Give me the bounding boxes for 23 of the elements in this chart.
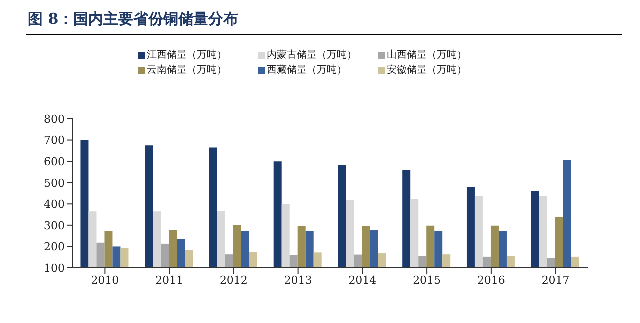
y-tick-label: 100	[44, 262, 65, 275]
x-tick-label: 2015	[413, 274, 442, 287]
chart-title: 图 8：国内主要省份铜储量分布	[28, 10, 239, 29]
y-tick-label: 400	[44, 198, 65, 212]
x-tick-label: 2012	[220, 274, 248, 287]
y-tick-label: 600	[44, 155, 65, 168]
legend-label: 内蒙古储量（万吨）	[267, 48, 357, 62]
legend-label: 云南储量（万吨）	[147, 64, 227, 77]
x-tick-label: 2011	[156, 274, 184, 287]
x-tick-label: 2014	[348, 274, 377, 287]
y-tick-label: 800	[44, 112, 65, 126]
legend-label: 山西储量（万吨）	[387, 48, 467, 62]
legend-label: 江西储量（万吨）	[147, 48, 227, 62]
legend-label: 西藏储量（万吨）	[267, 64, 347, 77]
x-tick-label: 2013	[284, 274, 312, 287]
x-tick-label: 2016	[477, 274, 506, 287]
y-tick-label: 300	[44, 219, 65, 232]
x-tick-label: 2010	[91, 274, 120, 287]
y-tick-label: 500	[44, 176, 65, 190]
y-tick-label: 200	[44, 240, 65, 254]
x-tick-label: 2017	[542, 274, 570, 287]
legend-label: 安徽储量（万吨）	[387, 64, 467, 77]
y-tick-label: 700	[44, 134, 65, 148]
